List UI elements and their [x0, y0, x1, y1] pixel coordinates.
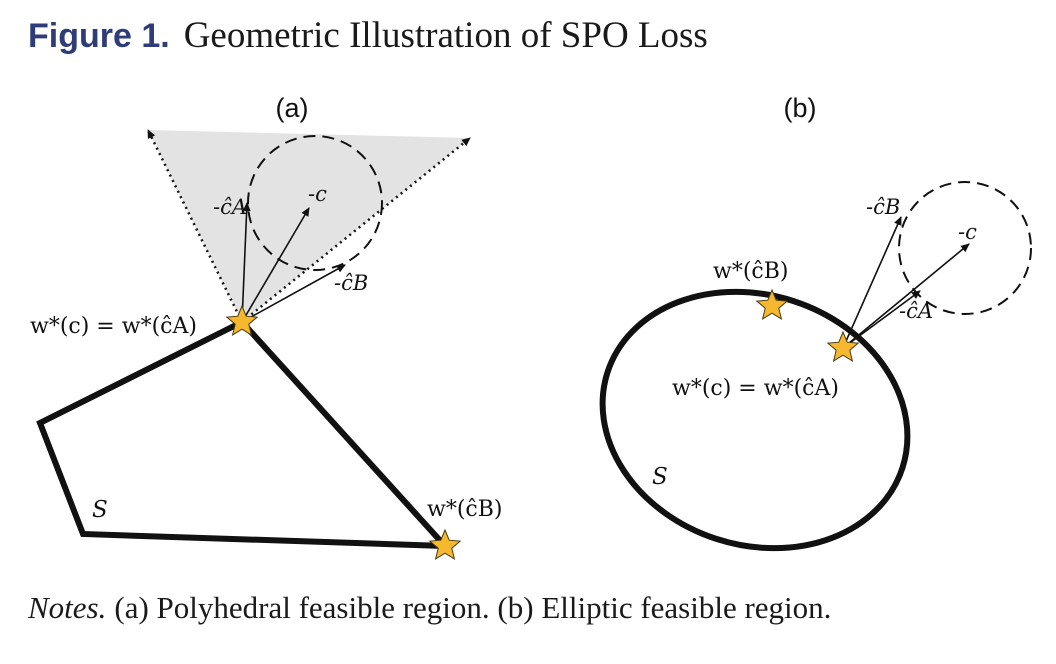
label-optimum-b: w*(c) = w*(ĉA): [672, 376, 839, 401]
label-neg-c: -c: [308, 182, 327, 206]
figure-number: Figure 1.: [28, 17, 170, 55]
region-label: S: [92, 497, 108, 523]
arrow-neg-c-b: [842, 243, 970, 349]
cone-edge-right: [241, 137, 471, 323]
figure-title: Figure 1. Geometric Illustration of SPO …: [28, 14, 708, 57]
arrow-neg-c: [241, 207, 310, 323]
label-neg-c-hat-a: -ĉA: [213, 195, 247, 219]
region-label-b: S: [652, 464, 668, 490]
uncertainty-circle-b: [898, 181, 1032, 315]
arrow-neg-c-hat-b-b: [842, 216, 902, 349]
star-other: [428, 528, 462, 560]
arrow-neg-c-hat-a: [241, 202, 251, 323]
notes-lead: Notes.: [28, 590, 107, 625]
feasible-polygon: [36, 318, 452, 550]
panel-a-label: (a): [276, 93, 309, 123]
panel-a: (a) -ĉA -c -ĉB S w*(c) = w*(ĉA) w*(ĉB): [30, 93, 503, 560]
label-neg-c-hat-b-b: -ĉB: [866, 195, 900, 219]
arrow-neg-c-hat-b: [241, 264, 346, 323]
label-optimum: w*(c) = w*(ĉA): [30, 314, 197, 339]
star-other-b: [755, 288, 789, 320]
star-optimum-b: [826, 330, 860, 362]
label-other: w*(ĉB): [427, 497, 503, 522]
figure-title-text: Geometric Illustration of SPO Loss: [183, 15, 708, 56]
label-neg-c-hat-a-b: -ĉA: [899, 299, 933, 323]
star-optimum: [225, 304, 259, 336]
arrow-neg-c-hat-a-b: [842, 290, 921, 349]
label-neg-c-hat-b: -ĉB: [334, 271, 368, 295]
normal-cone: [148, 130, 470, 322]
panel-b-label: (b): [784, 93, 817, 123]
feasible-ellipse: [599, 288, 911, 552]
notes-text: (a) Polyhedral feasible region. (b) Elli…: [114, 590, 832, 625]
figure-notes: Notes. (a) Polyhedral feasible region. (b…: [28, 590, 831, 626]
label-neg-c-b: -c: [958, 220, 977, 244]
panel-b: (b) S -ĉB -c -ĉA w*(ĉB) w*(c) = w*(ĉA): [599, 93, 1032, 552]
label-other-b: w*(ĉB): [713, 259, 789, 284]
